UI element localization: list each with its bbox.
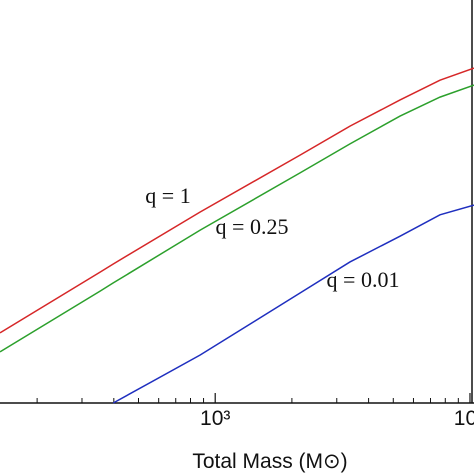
series-label: q = 0.01 [327,267,400,292]
series-label: q = 1 [145,183,190,208]
series-line [0,67,474,334]
series-line [112,204,474,404]
x-tick-label: 10³ [200,407,230,430]
x-tick-label: 10⁴ [454,407,474,430]
series-line [0,84,474,353]
x-axis-label: Total Mass (M⊙) [192,450,347,473]
series-label: q = 0.25 [216,214,289,239]
